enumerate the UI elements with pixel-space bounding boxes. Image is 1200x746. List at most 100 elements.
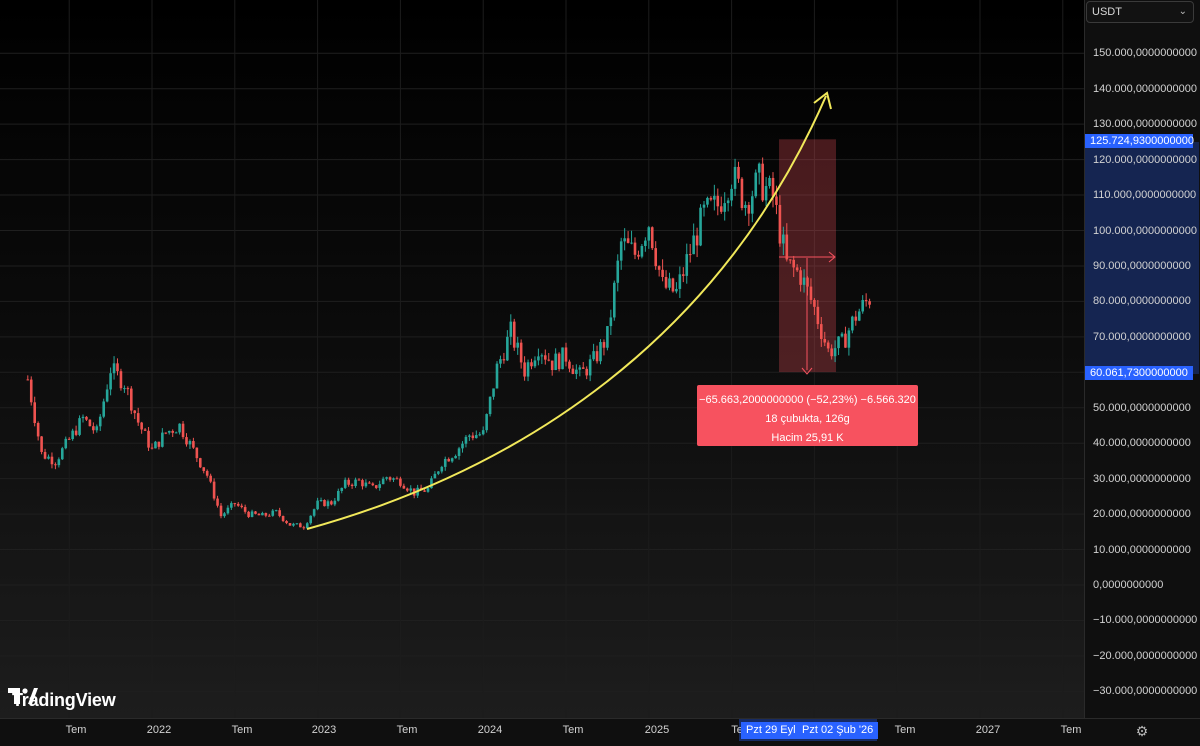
candle-body bbox=[92, 426, 95, 431]
candle-body bbox=[402, 485, 406, 489]
candle-body bbox=[261, 513, 264, 516]
price-chart[interactable] bbox=[0, 0, 1084, 718]
candle-body bbox=[533, 360, 537, 367]
candle-body bbox=[519, 342, 523, 363]
candle-body bbox=[29, 379, 33, 403]
candle-body bbox=[105, 389, 109, 402]
candle-body bbox=[833, 348, 837, 357]
candle-body bbox=[395, 478, 399, 480]
candle-body bbox=[595, 351, 599, 362]
candle-body bbox=[502, 359, 506, 361]
candle-body bbox=[440, 466, 444, 472]
candle-body bbox=[516, 342, 519, 348]
candle-body bbox=[764, 186, 768, 201]
time-axis[interactable] bbox=[0, 718, 1200, 746]
candle-body bbox=[581, 367, 585, 369]
candle-body bbox=[78, 418, 81, 435]
price-scale[interactable] bbox=[1084, 0, 1200, 718]
price-range-band bbox=[1085, 142, 1199, 374]
price-tick-label: 70.000,0000000000 bbox=[1093, 330, 1191, 343]
candle-body bbox=[602, 342, 606, 348]
candle-body bbox=[74, 430, 78, 435]
candle-body bbox=[316, 500, 319, 510]
time-tick-label: Tem bbox=[562, 724, 584, 736]
candle-body bbox=[816, 306, 820, 325]
candle-body bbox=[116, 363, 119, 372]
candle-body bbox=[485, 414, 488, 431]
candle-body bbox=[371, 483, 375, 486]
candle-body bbox=[157, 441, 161, 447]
candle-body bbox=[171, 430, 174, 433]
candle-body bbox=[357, 479, 361, 481]
candle-body bbox=[713, 195, 716, 200]
candle-body bbox=[312, 509, 316, 516]
candle-body bbox=[378, 484, 381, 488]
range-end-marker: Pzt 02 Şub '26 bbox=[797, 722, 879, 739]
candle-body bbox=[682, 274, 685, 276]
candle-body bbox=[195, 447, 199, 459]
candle-body bbox=[299, 523, 302, 528]
price-tick-label: −30.000,0000000000 bbox=[1093, 685, 1198, 698]
candle-body bbox=[737, 166, 740, 179]
candle-body bbox=[243, 507, 247, 512]
candle-body bbox=[699, 207, 702, 246]
candle-body bbox=[288, 523, 292, 526]
price-tick-label: 30.000,0000000000 bbox=[1093, 472, 1191, 485]
candle-body bbox=[185, 437, 188, 445]
candle-body bbox=[626, 238, 630, 243]
candle-body bbox=[775, 196, 778, 205]
low-price-marker: 60.061,7300000000 bbox=[1085, 366, 1193, 380]
candle-body bbox=[719, 206, 723, 212]
candle-body bbox=[150, 447, 154, 449]
candle-body bbox=[716, 195, 720, 207]
candle-body bbox=[564, 347, 568, 362]
candle-body bbox=[233, 503, 237, 505]
chart-area[interactable]: −65.663,2000000000 (−52,23%) −6.566.320 … bbox=[0, 0, 1084, 718]
candle-body bbox=[550, 360, 554, 371]
time-tick-label: 2023 bbox=[311, 724, 337, 736]
candle-body bbox=[471, 435, 475, 439]
price-tick-label: 150.000,0000000000 bbox=[1093, 47, 1197, 60]
candle-body bbox=[678, 274, 682, 289]
candle-body bbox=[578, 367, 582, 370]
candle-body bbox=[178, 423, 181, 433]
candle-body bbox=[268, 515, 271, 517]
candle-body bbox=[823, 338, 827, 343]
candle-body bbox=[368, 482, 371, 484]
measure-bars: 18 çubukta, 126g bbox=[765, 413, 850, 425]
candle-body bbox=[50, 456, 54, 465]
candle-body bbox=[374, 485, 378, 488]
measure-change: −65.663,2000000000 (−52,23%) −6.566.320 bbox=[699, 394, 916, 406]
candle-body bbox=[788, 259, 792, 261]
candle-body bbox=[709, 197, 713, 200]
candle-body bbox=[161, 432, 164, 447]
candle-body bbox=[606, 326, 609, 348]
candle-body bbox=[57, 459, 61, 466]
candle-body bbox=[723, 203, 726, 212]
candle-body bbox=[274, 510, 278, 512]
currency-select[interactable]: USDT ⌄ bbox=[1086, 1, 1194, 23]
candle-body bbox=[98, 416, 102, 427]
candle-body bbox=[409, 488, 413, 491]
gear-icon[interactable]: ⚙ bbox=[1135, 723, 1149, 739]
tradingview-logo-text: TradingView bbox=[12, 689, 116, 710]
candle-body bbox=[868, 301, 871, 305]
candle-body bbox=[530, 362, 533, 367]
candle-body bbox=[619, 241, 623, 261]
candle-body bbox=[795, 267, 799, 271]
measure-arrow-down-icon bbox=[801, 367, 813, 375]
candle-body bbox=[751, 196, 754, 214]
candle-body bbox=[537, 356, 540, 361]
candle-body bbox=[726, 200, 730, 204]
candle-body bbox=[88, 419, 92, 427]
candle-body bbox=[437, 471, 440, 474]
candle-body bbox=[675, 288, 678, 292]
candle-body bbox=[123, 388, 126, 390]
candle-body bbox=[181, 423, 185, 438]
trend-curve bbox=[306, 95, 827, 530]
price-tick-label: 90.000,0000000000 bbox=[1093, 259, 1191, 272]
candle-body bbox=[109, 373, 112, 390]
candle-body bbox=[468, 435, 471, 437]
candle-body bbox=[671, 278, 675, 292]
candle-body bbox=[495, 363, 499, 389]
